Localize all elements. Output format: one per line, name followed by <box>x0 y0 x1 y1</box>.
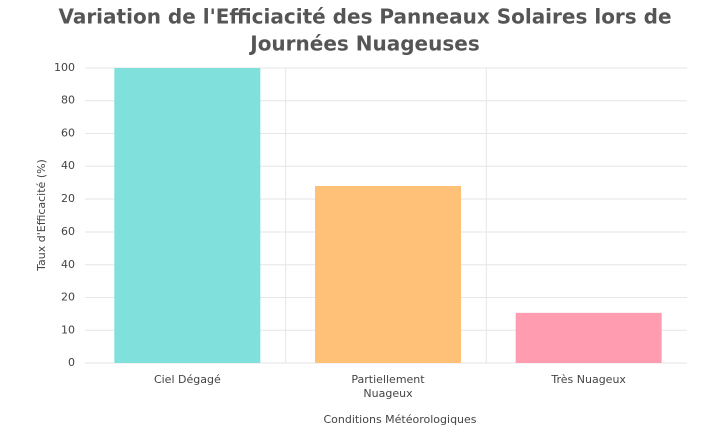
y-tick-label: 40 <box>61 159 75 172</box>
bar <box>114 68 261 363</box>
bar <box>315 186 461 363</box>
y-tick-label: 10 <box>61 323 75 336</box>
y-tick-label: 60 <box>61 126 75 139</box>
x-tick-label: Nuageux <box>363 387 413 400</box>
x-tick-label: Partiellement <box>351 373 425 386</box>
y-tick-label: 40 <box>61 258 75 271</box>
y-tick-label: 60 <box>61 225 75 238</box>
y-tick-label: 100 <box>54 61 75 74</box>
y-axis-label: Taux d'Efficacité (%) <box>35 159 48 272</box>
x-tick-label: Ciel Dégagé <box>154 373 221 386</box>
bar <box>515 312 662 363</box>
y-tick-label: 0 <box>68 356 75 369</box>
chart-title: Variation de l'Efficiacité des Panneaux … <box>58 5 671 29</box>
y-tick-label: 80 <box>61 94 75 107</box>
chart-title: Journées Nuageuses <box>248 32 479 56</box>
y-tick-label: 20 <box>61 192 75 205</box>
x-axis-label: Conditions Météorologiques <box>323 413 476 426</box>
y-tick-label: 20 <box>61 291 75 304</box>
x-tick-label: Très Nuageux <box>550 373 626 386</box>
